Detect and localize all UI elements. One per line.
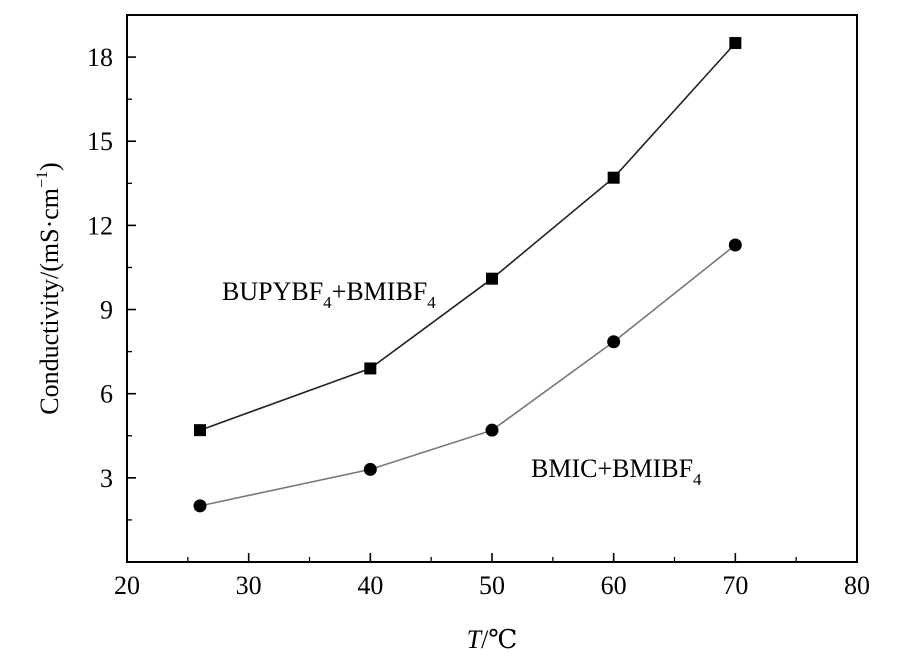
y-tick-label: 18 — [87, 43, 113, 72]
y-tick-label: 15 — [87, 127, 113, 156]
series-label-sub: 4 — [323, 293, 332, 312]
x-tick-label: 30 — [236, 571, 262, 600]
series-lines — [199, 42, 736, 507]
data-point-square — [194, 424, 206, 437]
y-axis-title: Conductivity/(mS·cm−1) — [34, 162, 64, 414]
series-label-sub: 4 — [427, 293, 436, 312]
x-tick-label: 70 — [722, 571, 748, 600]
data-point-square — [607, 171, 620, 184]
data-point-square — [486, 272, 498, 285]
x-axis-symbol: T — [467, 625, 483, 654]
series-markers — [193, 37, 742, 513]
y-tick-label: 9 — [100, 296, 113, 325]
data-point-square — [364, 362, 377, 375]
series-label-part: BUPYBF — [222, 277, 323, 306]
data-point-square — [729, 37, 742, 50]
y-axis-title-main: Conductivity/(mS·cm — [35, 188, 64, 415]
y-tick-label: 6 — [100, 380, 113, 409]
x-tick-label: 50 — [479, 571, 505, 600]
axis-ticks — [126, 56, 858, 562]
y-axis-title-close: ) — [35, 162, 64, 171]
x-axis-unit: /℃ — [481, 625, 517, 654]
data-point-circle — [607, 335, 621, 349]
y-tick-label: 12 — [87, 211, 113, 240]
x-tick-label: 60 — [601, 571, 627, 600]
series-line-0 — [199, 42, 736, 431]
series-label-bmic-bmibf4: BMIC+BMIBF4 — [531, 454, 702, 489]
x-tick-label: 20 — [114, 571, 140, 600]
data-point-circle — [485, 423, 499, 437]
data-point-circle — [728, 238, 742, 252]
series-label-bupybf4-bmibf4: BUPYBF4+BMIBF4 — [222, 277, 436, 312]
y-tick-label: 3 — [100, 464, 113, 493]
axis-tick-labels: 20 30 40 50 60 70 80 3 6 9 12 15 18 — [87, 43, 870, 600]
series-label-part: BMIC+BMIBF — [531, 454, 693, 483]
x-axis-title: T/℃ — [467, 625, 518, 654]
data-point-circle — [363, 462, 377, 476]
x-tick-label: 80 — [844, 571, 870, 600]
y-axis-title-sup: −1 — [34, 171, 51, 188]
series-label-sub: 4 — [693, 470, 702, 489]
x-tick-label: 40 — [357, 571, 383, 600]
series-label-part: +BMIBF — [332, 277, 428, 306]
data-point-circle — [193, 499, 207, 513]
